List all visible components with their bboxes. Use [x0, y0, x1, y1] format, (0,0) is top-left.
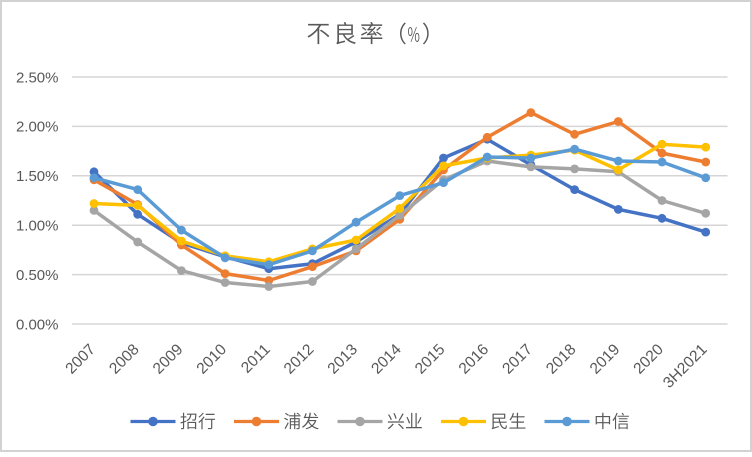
svg-text:1.50%: 1.50% [16, 168, 59, 185]
svg-text:0.50%: 0.50% [16, 267, 59, 284]
svg-text:0.00%: 0.00% [16, 316, 59, 333]
svg-text:2.50%: 2.50% [16, 69, 59, 86]
svg-text:2.00%: 2.00% [16, 119, 59, 136]
svg-text:1.00%: 1.00% [16, 218, 59, 235]
